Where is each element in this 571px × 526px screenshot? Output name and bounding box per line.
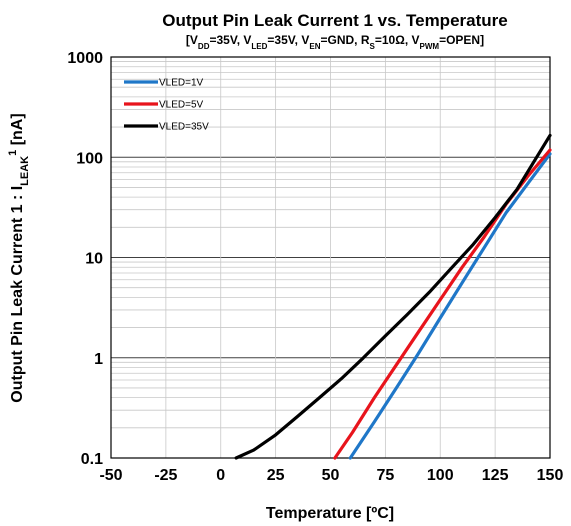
y-tick-label: 100: [76, 150, 103, 167]
y-tick-label: 1000: [67, 50, 103, 67]
x-axis-ticks: -50 -25 0 25 50 75 100 125 150: [99, 467, 563, 484]
series-line-0: [348, 152, 552, 460]
legend: VLED=1V VLED=5V VLED=35V: [124, 78, 209, 133]
y-tick-label: 10: [85, 251, 103, 268]
x-tick-label: 25: [267, 467, 285, 484]
y-axis-ticks: 0.1 1 10 100 1000: [67, 50, 103, 468]
y-tick-label: 1: [94, 351, 103, 368]
legend-label-2: VLED=35V: [159, 122, 209, 133]
series-group: [234, 133, 552, 460]
x-tick-label: 125: [482, 467, 509, 484]
x-axis-label: Temperature [ºC]: [266, 505, 394, 522]
y-axis-label: Output Pin Leak Current 1 : ILEAK1 [nA]: [7, 113, 31, 402]
y-tick-label: 0.1: [81, 451, 103, 468]
chart-subtitle: [VDD=35V, VLED=35V, VEN=GND, RS=10Ω, VPW…: [186, 33, 484, 51]
x-tick-label: 75: [376, 467, 394, 484]
grid: [110, 56, 551, 459]
x-tick-label: 150: [537, 467, 564, 484]
series-line-2: [234, 133, 552, 460]
x-tick-label: -50: [99, 467, 122, 484]
plot-area: [110, 56, 551, 459]
x-tick-label: 50: [322, 467, 340, 484]
legend-label-1: VLED=5V: [159, 100, 204, 111]
legend-label-0: VLED=1V: [159, 78, 204, 89]
x-tick-label: -25: [154, 467, 177, 484]
x-tick-label: 0: [216, 467, 225, 484]
chart-title: Output Pin Leak Current 1 vs. Temperatur…: [162, 11, 507, 30]
x-tick-label: 100: [427, 467, 454, 484]
